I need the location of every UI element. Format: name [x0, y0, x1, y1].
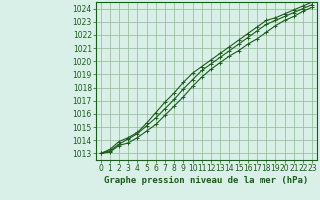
X-axis label: Graphe pression niveau de la mer (hPa): Graphe pression niveau de la mer (hPa) — [104, 176, 308, 185]
